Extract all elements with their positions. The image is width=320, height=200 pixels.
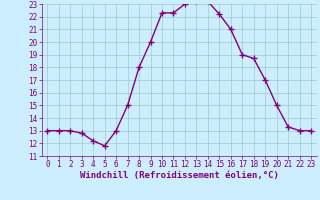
X-axis label: Windchill (Refroidissement éolien,°C): Windchill (Refroidissement éolien,°C)	[80, 171, 279, 180]
